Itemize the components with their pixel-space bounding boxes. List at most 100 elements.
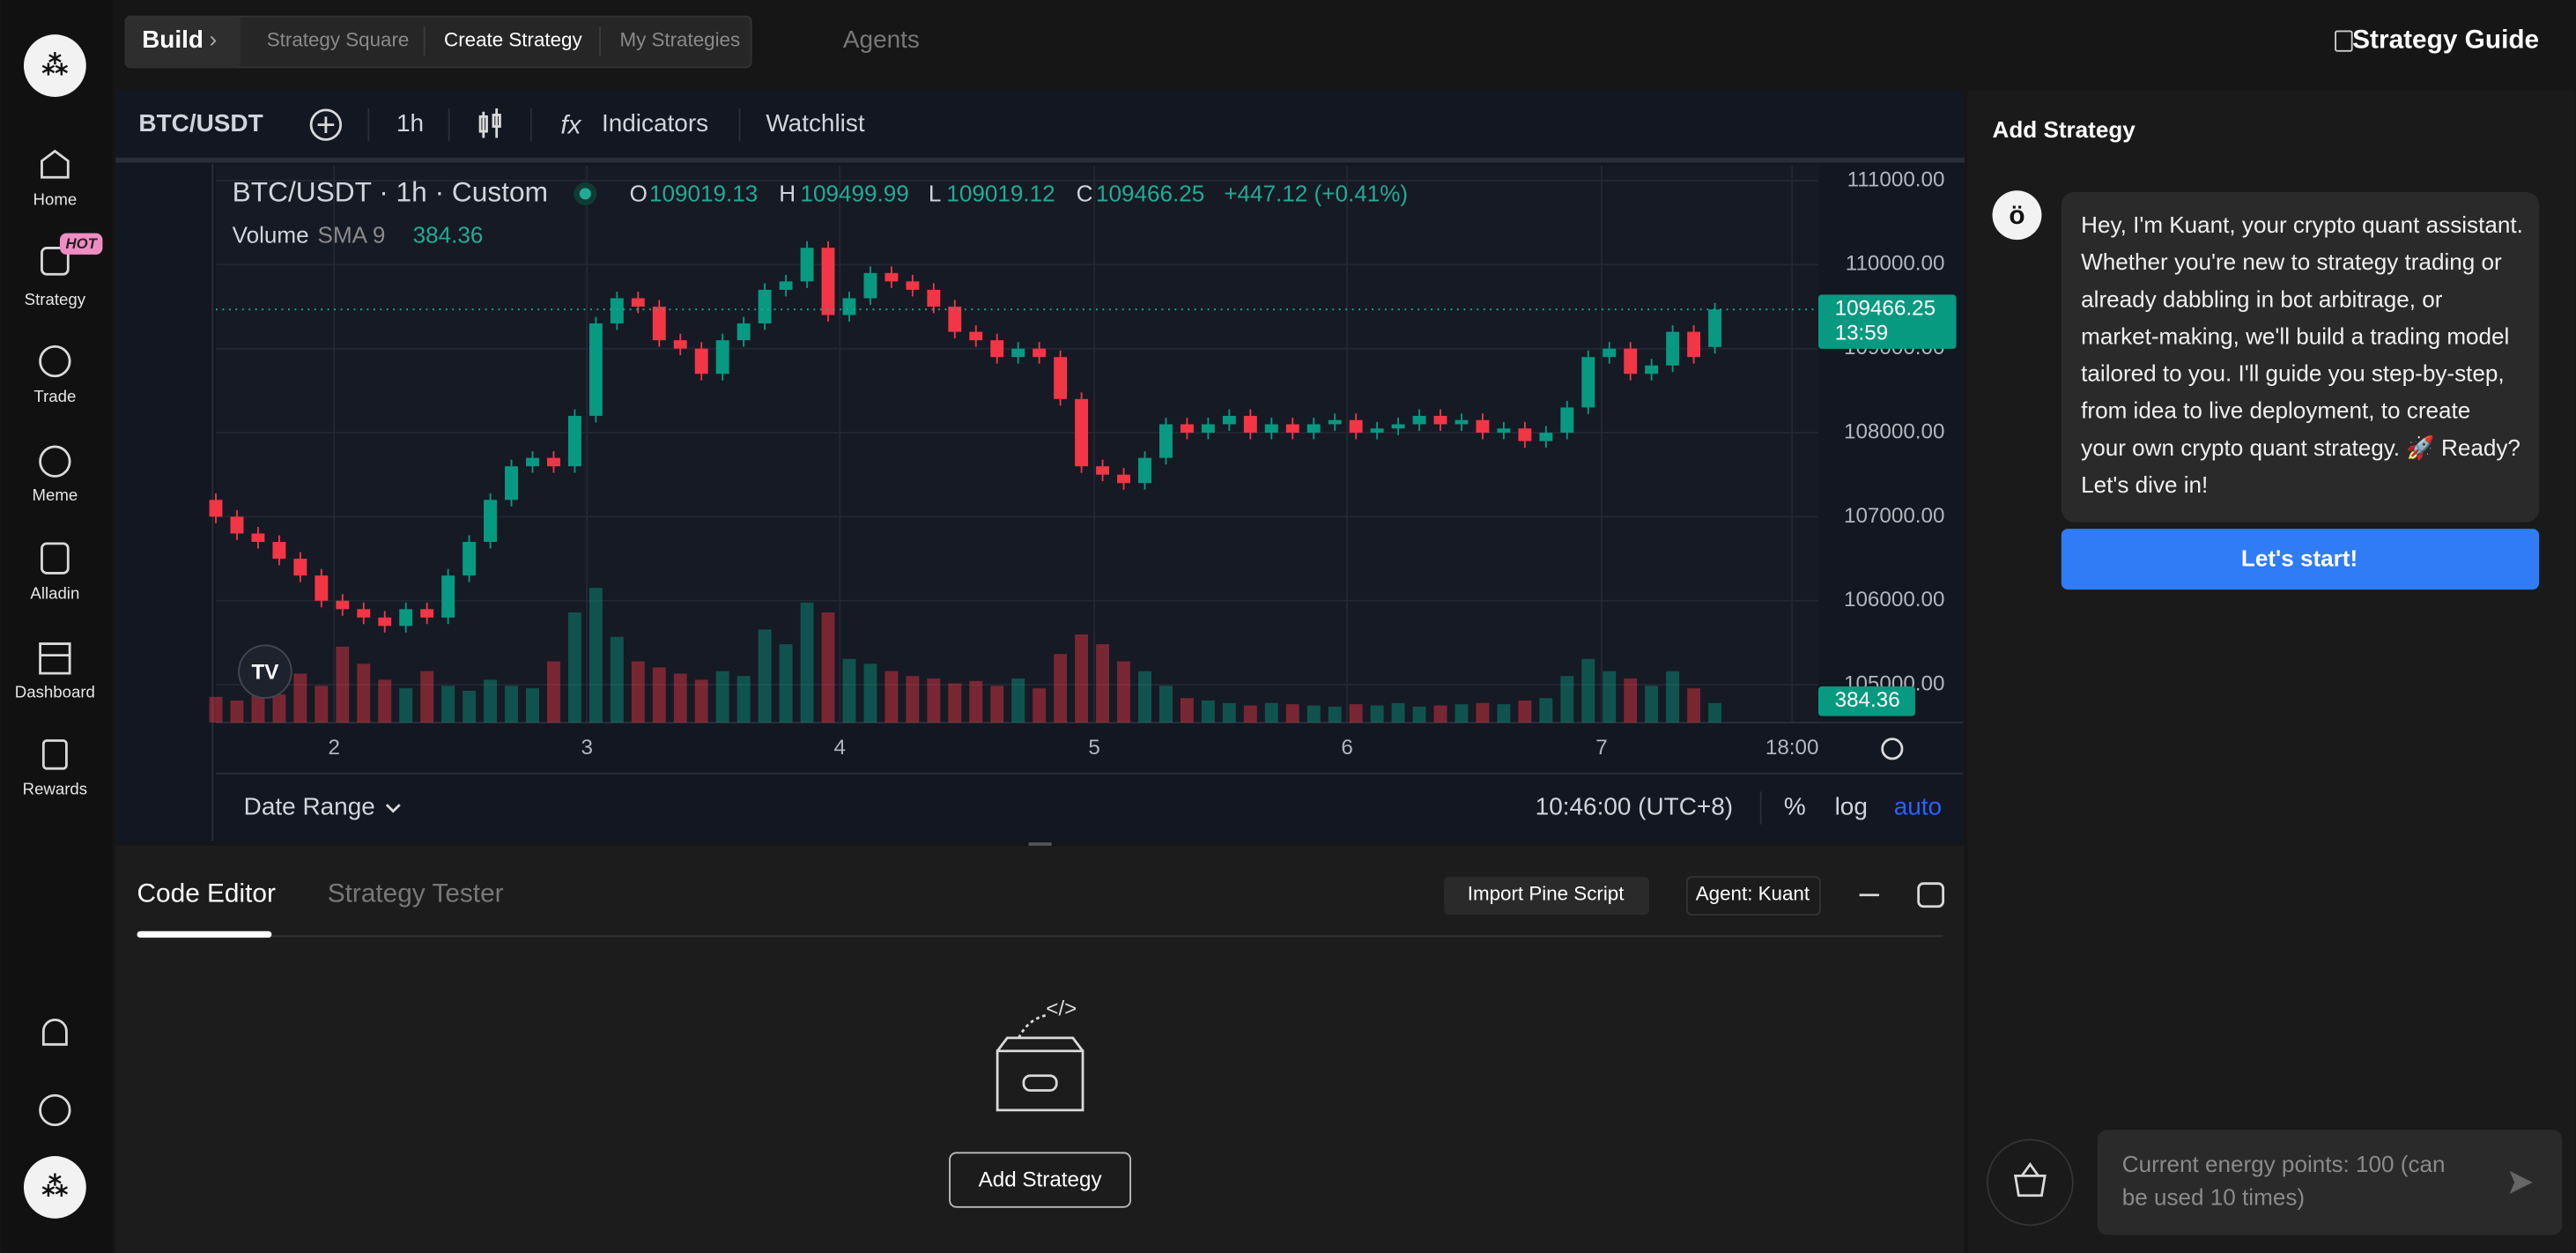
nav-label[interactable]: Alladin [30, 584, 79, 603]
candle [1033, 348, 1047, 358]
auto-toggle[interactable]: auto [1894, 792, 1942, 819]
nav-label[interactable]: Trade [33, 387, 76, 405]
candle [1687, 331, 1701, 358]
candle [441, 575, 455, 618]
candle [631, 298, 645, 307]
volume-bar [230, 701, 244, 723]
date-range[interactable]: Date Range [244, 792, 375, 819]
nav-label[interactable]: Meme [32, 486, 78, 504]
candle [1117, 474, 1130, 484]
message-line: your own crypto quant strategy. 🚀 Ready? [2081, 434, 2520, 461]
volume-bar [420, 671, 434, 723]
send-button[interactable] [2509, 1170, 2533, 1194]
nav-label[interactable]: Home [33, 189, 78, 208]
start-button[interactable] [2061, 529, 2540, 590]
symbol[interactable]: BTC/USDT [138, 109, 263, 137]
time: 10:46:00 (UTC+8) [1536, 792, 1733, 819]
candle [230, 516, 244, 534]
candle [484, 500, 498, 542]
volume-bar [1307, 705, 1321, 723]
import-button[interactable] [1444, 877, 1650, 916]
tab-indicator [137, 930, 272, 938]
add-strategy-button[interactable] [949, 1152, 1132, 1208]
message-line: Hey, I'm Kuant, your crypto quant assist… [2081, 211, 2523, 238]
input-placeholder: Current energy points: 100 (can [2122, 1151, 2446, 1177]
volume-bar [1201, 701, 1215, 723]
toolbar-border [115, 157, 1965, 163]
agent-button[interactable] [1685, 876, 1821, 916]
decoration [39, 345, 71, 378]
decoration [41, 542, 70, 575]
message-line: Let's dive in! [2081, 471, 2208, 498]
volume-bar [588, 588, 603, 723]
import-label: Import Pine Script [1468, 883, 1625, 905]
candle [1349, 419, 1363, 434]
candle [906, 281, 920, 290]
chevron [385, 804, 401, 813]
indicators[interactable]: Indicators [602, 109, 708, 137]
volume-bar [715, 671, 729, 723]
volume-bar [652, 667, 666, 723]
candle [1243, 415, 1257, 434]
candle [610, 298, 624, 324]
volume-bar [1370, 705, 1384, 723]
volume-bar [885, 671, 899, 723]
guide-icon [2335, 30, 2353, 52]
candle [863, 272, 877, 299]
nav-label[interactable]: Dashboard [15, 682, 95, 701]
percent-toggle[interactable]: % [1784, 792, 1806, 819]
volume-bar [1180, 698, 1194, 723]
y-tick-label: 111000.00 [1847, 167, 1945, 191]
plus [317, 116, 335, 133]
ohlc-key: O [630, 181, 648, 207]
tab[interactable]: Create Strategy [444, 28, 582, 50]
volume-bar [357, 664, 371, 723]
ohlc-value: 109019.12 [946, 181, 1055, 207]
group: Home Strategy Trade Meme Alladin Dashboard Rew… [15, 189, 95, 797]
volume-bar [863, 664, 877, 723]
chat-input[interactable] [2097, 1130, 2563, 1235]
volume-bar [1455, 704, 1469, 723]
candle [1307, 424, 1321, 434]
settings-icon[interactable] [1881, 738, 1904, 760]
avatar-mark: ⁂ [41, 1173, 68, 1202]
watchlist[interactable]: Watchlist [766, 109, 865, 137]
volume-bar [1075, 634, 1089, 723]
agents-tab[interactable]: Agents [843, 26, 920, 53]
message-line: already dabbling in bot arbitrage, or [2081, 285, 2443, 312]
tab[interactable]: Code Editor [137, 879, 276, 908]
volume-bar [1624, 678, 1638, 723]
tab[interactable]: My Strategies [619, 28, 740, 50]
logo[interactable] [23, 34, 86, 97]
tab[interactable]: Strategy Square [267, 28, 410, 50]
avatar[interactable] [23, 1156, 86, 1219]
candle [652, 306, 666, 341]
basket-button[interactable] [1987, 1138, 2074, 1227]
add-symbol[interactable] [309, 108, 343, 141]
agent-label: Agent: Kuant [1696, 883, 1810, 905]
interval[interactable]: 1h [396, 109, 424, 137]
hot-badge-text: HOT [65, 235, 98, 252]
volume-bar [1391, 702, 1405, 723]
add-strategy-label: Add Strategy [979, 1168, 1103, 1191]
expand[interactable] [1917, 882, 1945, 908]
candle-icon [492, 114, 501, 128]
volume-bar [1033, 688, 1047, 723]
candle [779, 281, 793, 290]
decoration [41, 247, 70, 276]
change: +447.12 (+0.41%) [1224, 181, 1408, 207]
decoration [39, 1094, 71, 1127]
nav-label[interactable]: Strategy [25, 290, 86, 308]
candle [1159, 424, 1173, 458]
nav-label[interactable]: Rewards [23, 779, 88, 797]
candle [1285, 424, 1299, 434]
log-toggle[interactable]: log [1835, 792, 1868, 819]
tab[interactable]: Strategy Tester [328, 879, 504, 908]
candle [1138, 457, 1151, 484]
x-tick-label: 18:00 [1765, 736, 1819, 760]
build-label[interactable]: Build [142, 26, 204, 53]
box-handle [1022, 1074, 1058, 1092]
volume-bar [1603, 671, 1617, 723]
strategy-guide[interactable]: Strategy Guide [2352, 25, 2539, 54]
volume-bar [1222, 702, 1236, 723]
